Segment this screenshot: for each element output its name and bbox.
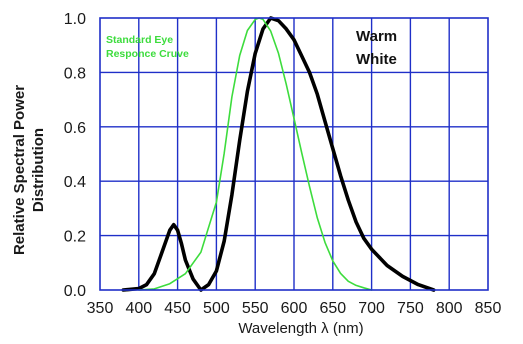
y-tick-label-0: 0.0 <box>64 283 86 300</box>
warm-white-label-line1: Warm <box>356 28 397 45</box>
x-tick-label-850: 850 <box>475 300 502 317</box>
x-tick-label-800: 800 <box>436 300 463 317</box>
plot-frame <box>99 17 489 291</box>
y-tick-label-1: 1.0 <box>64 11 86 28</box>
x-tick-label-400: 400 <box>125 300 152 317</box>
tick-labels: 350 400 450 500 550 600 650 700 750 800 850 0.0 0.2 0… <box>64 11 502 317</box>
x-tick-label-700: 700 <box>358 300 385 317</box>
warm-white-label-line2: White <box>356 51 397 68</box>
x-tick-label-500: 500 <box>203 300 230 317</box>
series-lines <box>121 16 436 292</box>
series-line-warm-white <box>121 16 436 292</box>
y-axis-title-line2: Distribution <box>30 128 47 212</box>
x-tick-label-750: 750 <box>397 300 424 317</box>
y-tick-label-0.2: 0.2 <box>64 229 86 246</box>
y-tick-label-0.4: 0.4 <box>64 174 86 191</box>
x-tick-label-650: 650 <box>319 300 346 317</box>
x-tick-label-550: 550 <box>242 300 269 317</box>
x-tick-label-600: 600 <box>281 300 308 317</box>
x-tick-label-450: 450 <box>164 300 191 317</box>
y-tick-label-0.6: 0.6 <box>64 120 86 137</box>
series-line-standard-eye <box>138 17 373 291</box>
eye-curve-label-line2: Responce Cruve <box>106 48 189 60</box>
y-tick-label-0.8: 0.8 <box>64 65 86 82</box>
x-tick-label-350: 350 <box>87 300 114 317</box>
y-axis-title-line1: Relative Spectral Power <box>11 85 28 255</box>
plot-border <box>99 17 489 291</box>
eye-curve-label-line1: Standard Eye <box>106 34 173 46</box>
x-axis-title: Wavelength λ (nm) <box>238 320 363 337</box>
